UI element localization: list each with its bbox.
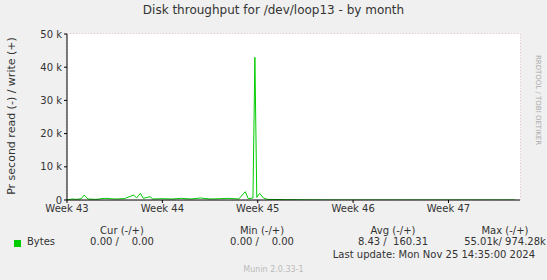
svg-text:30 k: 30 k — [40, 95, 62, 106]
svg-text:Week 45: Week 45 — [236, 203, 279, 214]
svg-text:50 k: 50 k — [40, 29, 62, 40]
html-text:Disk throughput for /dev/loop1: Disk throughput for /dev/loop13 - by mon… — [142, 3, 405, 17]
html-text:0.00 / 0.00: 0.00 / 0.00 — [230, 236, 294, 247]
html-text:Munin 2.0.33-1: Munin 2.0.33-1 — [243, 265, 304, 274]
svg-text:Week 47: Week 47 — [427, 203, 470, 214]
svg-text:20 k: 20 k — [40, 128, 62, 139]
html-text:Bytes: Bytes — [27, 236, 56, 247]
html-text:Max (-/+): Max (-/+) — [481, 225, 529, 236]
svg-text:Week 46: Week 46 — [331, 203, 374, 214]
svg-text:0: 0 — [56, 195, 62, 206]
html-text:8.43 / 160.31: 8.43 / 160.31 — [357, 236, 429, 247]
svg-text:Week 44: Week 44 — [141, 203, 184, 214]
html-text:Avg (-/+): Avg (-/+) — [370, 225, 416, 236]
svg-text:10 k: 10 k — [40, 161, 62, 172]
html-text:RRDTOOL / TOBI OETIKER: RRDTOOL / TOBI OETIKER — [534, 54, 542, 146]
html-text:Cur (-/+): Cur (-/+) — [100, 225, 144, 236]
svg-text:40 k: 40 k — [40, 62, 62, 73]
html-text:Min (-/+): Min (-/+) — [240, 225, 284, 236]
html-text:Last update: Mon Nov 25 14:35:: Last update: Mon Nov 25 14:35:00 2024 — [332, 249, 535, 260]
html-text:0.00 / 0.00: 0.00 / 0.00 — [90, 236, 154, 247]
html-text:55.01k/ 974.28k: 55.01k/ 974.28k — [464, 236, 546, 247]
html-text:Pr second read (-) / write (+): Pr second read (-) / write (+) — [4, 37, 18, 195]
svg-text:Week 43: Week 43 — [45, 203, 88, 214]
